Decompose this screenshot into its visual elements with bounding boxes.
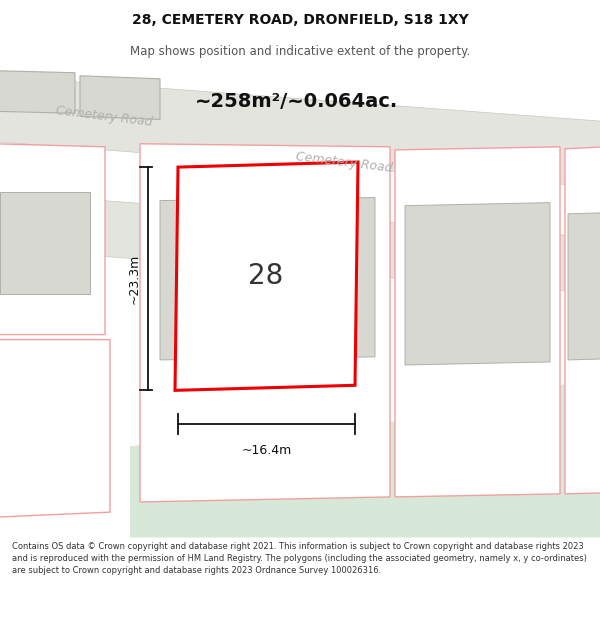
- Polygon shape: [0, 71, 75, 113]
- Polygon shape: [0, 76, 600, 188]
- Text: ~258m²/~0.064ac.: ~258m²/~0.064ac.: [195, 92, 398, 111]
- Polygon shape: [395, 147, 560, 497]
- Polygon shape: [568, 213, 600, 360]
- Text: ~16.4m: ~16.4m: [241, 444, 292, 457]
- Polygon shape: [565, 147, 600, 494]
- Polygon shape: [175, 162, 358, 391]
- Polygon shape: [0, 192, 90, 294]
- Polygon shape: [0, 144, 105, 334]
- Text: 28: 28: [248, 262, 284, 289]
- Polygon shape: [130, 375, 600, 538]
- Polygon shape: [160, 198, 375, 360]
- Text: ~23.3m: ~23.3m: [128, 254, 140, 304]
- Polygon shape: [0, 339, 110, 518]
- Text: Cemetery Road: Cemetery Road: [295, 149, 393, 174]
- Polygon shape: [0, 192, 600, 294]
- Text: Cemetery Road: Cemetery Road: [55, 104, 153, 129]
- Text: Map shows position and indicative extent of the property.: Map shows position and indicative extent…: [130, 45, 470, 58]
- Text: 28, CEMETERY ROAD, DRONFIELD, S18 1XY: 28, CEMETERY ROAD, DRONFIELD, S18 1XY: [131, 12, 469, 27]
- Text: Contains OS data © Crown copyright and database right 2021. This information is : Contains OS data © Crown copyright and d…: [12, 542, 587, 575]
- Polygon shape: [140, 144, 390, 502]
- Polygon shape: [405, 202, 550, 365]
- Polygon shape: [80, 76, 160, 119]
